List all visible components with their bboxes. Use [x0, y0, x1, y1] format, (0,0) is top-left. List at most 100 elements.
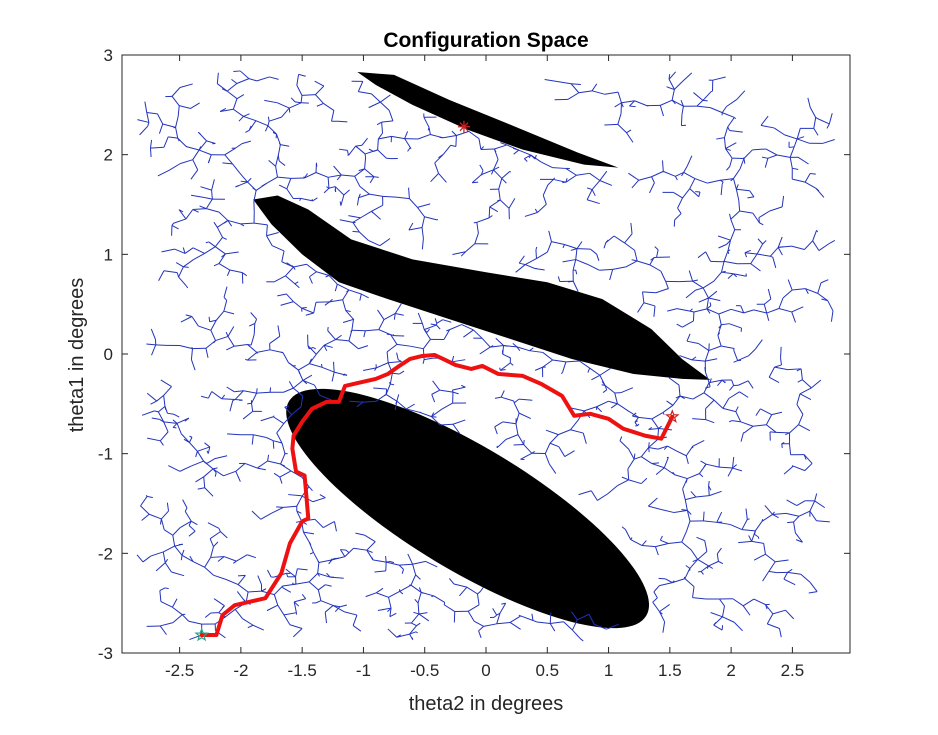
tree-edge	[171, 571, 185, 577]
tree-edge	[493, 169, 503, 179]
tree-edge	[148, 513, 162, 520]
tree-edge	[534, 208, 538, 213]
tree-edge	[192, 208, 207, 210]
tree-edge	[694, 178, 708, 184]
tree-edge	[242, 618, 254, 626]
tree-edge	[417, 207, 425, 218]
tree-edge	[688, 270, 694, 282]
tree-edge	[333, 165, 342, 176]
tree-edge	[725, 148, 731, 151]
tree-edge	[222, 236, 227, 240]
tree-edge	[240, 180, 248, 183]
tree-edge	[192, 159, 199, 171]
tree-edge	[683, 171, 696, 179]
tree-edge	[261, 588, 267, 592]
tree-edge	[653, 585, 660, 593]
tree-edge	[634, 250, 638, 262]
tree-edge	[172, 614, 183, 623]
tree-edge	[223, 296, 228, 301]
tree-edge	[668, 541, 682, 544]
tree-edge	[395, 400, 398, 404]
tree-edge	[738, 380, 749, 386]
tree-edge	[173, 218, 187, 224]
tree-edge	[277, 102, 290, 109]
tree-edge	[388, 110, 394, 122]
tree-edge	[269, 335, 281, 344]
tree-edge	[307, 345, 317, 355]
tree-edge	[358, 193, 361, 198]
tree-edge	[205, 241, 209, 244]
tree-edge	[692, 279, 699, 282]
tree-edge	[818, 243, 830, 251]
tree-edge	[617, 123, 627, 134]
tree-edge	[685, 478, 688, 483]
tree-edge	[381, 120, 393, 123]
tree-edge	[614, 392, 618, 404]
tree-edge	[256, 349, 271, 353]
tree-edge	[628, 448, 635, 460]
tree-edge	[830, 310, 834, 322]
tree-edge	[629, 105, 636, 108]
tree-edge	[176, 272, 180, 278]
tree-edge	[498, 178, 503, 190]
tree-edge	[662, 412, 665, 415]
tree-edge	[703, 392, 715, 401]
tree-edge	[754, 521, 763, 532]
tree-edge	[588, 614, 595, 625]
tree-edge	[713, 399, 724, 409]
tree-edge	[215, 310, 225, 321]
tree-edge	[716, 137, 725, 140]
y-tick-label: -3	[98, 644, 113, 663]
tree-edge	[364, 168, 375, 178]
tree-edge	[750, 263, 761, 272]
tree-edge	[396, 343, 411, 347]
tree-edge	[243, 113, 250, 117]
tree-edge	[191, 194, 205, 198]
tree-edge	[361, 137, 368, 146]
tree-edge	[390, 383, 395, 386]
tree-edge	[269, 387, 272, 393]
tree-edge	[489, 206, 499, 213]
tree-edge	[565, 178, 568, 183]
tree-edge	[613, 235, 625, 244]
tree-edge	[803, 454, 813, 464]
tree-edge	[188, 620, 202, 625]
tree-edge	[164, 406, 167, 410]
tree-edge	[431, 416, 441, 426]
tree-edge	[320, 600, 334, 606]
tree-edge	[502, 421, 517, 425]
tree-edge	[211, 179, 215, 191]
tree-edge	[605, 239, 609, 244]
tree-edge	[652, 597, 658, 603]
tree-edge	[139, 125, 149, 136]
tree-edge	[766, 613, 774, 625]
tree-edge	[743, 149, 753, 159]
tree-edge	[494, 421, 503, 428]
tree-edge	[163, 529, 174, 536]
tree-edge	[212, 468, 224, 477]
tree-edge	[750, 253, 758, 264]
tree-edge	[421, 323, 425, 330]
tree-edge	[192, 209, 199, 213]
tree-edge	[722, 112, 735, 118]
tree-edge	[315, 172, 329, 178]
tree-edge	[562, 259, 576, 263]
tree-edge	[708, 565, 714, 569]
tree-edge	[702, 91, 712, 101]
tree-edge	[713, 271, 722, 282]
tree-edge	[162, 123, 176, 128]
tree-edge	[761, 519, 764, 522]
tree-edge	[591, 189, 596, 197]
tree-edge	[599, 268, 613, 271]
tree-edge	[409, 625, 417, 635]
tree-edge	[580, 638, 584, 642]
tree-edge	[212, 468, 217, 473]
tree-edge	[655, 288, 669, 294]
tree-edge	[284, 405, 289, 408]
tree-edge	[219, 107, 227, 112]
tree-edge	[549, 612, 552, 624]
tree-edge	[652, 601, 660, 612]
tree-edge	[200, 395, 209, 399]
tree-edge	[565, 174, 577, 183]
tree-edge	[223, 470, 236, 477]
